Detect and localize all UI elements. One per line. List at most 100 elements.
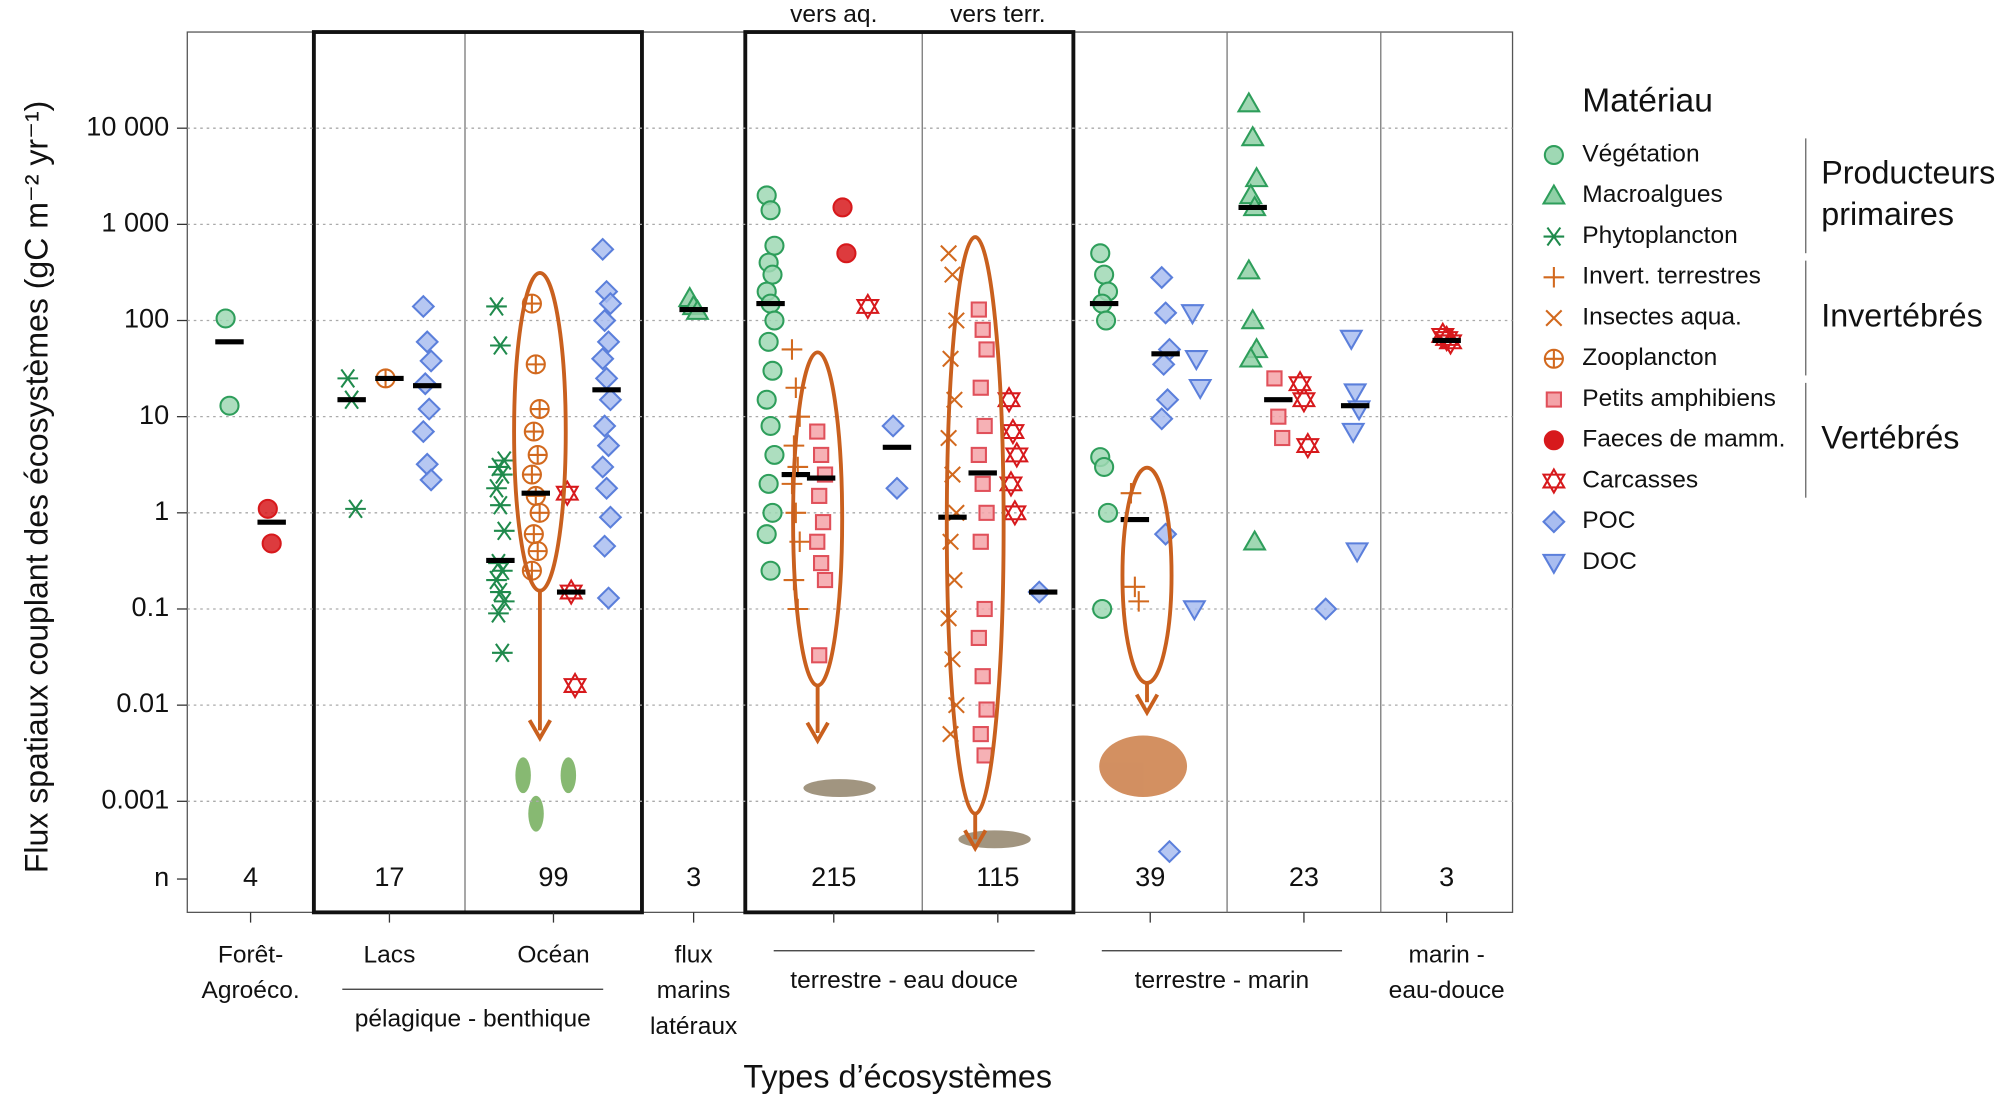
point — [1149, 265, 1174, 290]
point — [974, 668, 991, 685]
point — [1097, 502, 1119, 523]
icon-phytoplankton — [515, 757, 531, 794]
point — [594, 476, 619, 500]
point — [940, 244, 958, 262]
y-tick-label: 100 — [124, 304, 169, 334]
point — [523, 421, 544, 442]
point — [411, 294, 436, 319]
point — [1182, 600, 1207, 622]
point — [345, 499, 366, 519]
point — [781, 339, 803, 360]
x-tick-label: marin - — [1408, 941, 1484, 968]
point — [523, 524, 544, 545]
legend-marker — [1545, 391, 1563, 408]
legend-label: Phytoplancton — [1582, 222, 1738, 249]
point — [411, 419, 436, 444]
legend-marker — [1545, 309, 1563, 327]
legend-marker — [1543, 348, 1564, 369]
point — [762, 360, 783, 381]
point — [1090, 243, 1111, 264]
x-tick-label: Forêt- — [218, 941, 283, 968]
sample-size: 115 — [976, 862, 1019, 892]
point — [1188, 379, 1213, 401]
point — [970, 446, 987, 464]
point — [527, 444, 548, 465]
legend-marker — [1543, 226, 1565, 247]
point — [1180, 304, 1205, 326]
point — [760, 415, 781, 436]
x-tick-label: Agroéco. — [201, 977, 299, 1004]
point — [1094, 264, 1115, 285]
group-label: terrestre - eau douce — [790, 967, 1018, 994]
point — [486, 478, 507, 498]
arrow-head — [1134, 693, 1160, 717]
point — [976, 747, 993, 764]
point — [974, 321, 991, 338]
point — [529, 502, 550, 523]
point — [1004, 441, 1029, 469]
point — [836, 243, 857, 264]
sample-size: 215 — [811, 862, 856, 892]
point — [491, 464, 513, 485]
point — [1092, 598, 1113, 619]
point — [764, 310, 785, 331]
point — [488, 603, 509, 623]
legend-marker — [1541, 467, 1566, 495]
legend-marker — [1543, 430, 1564, 451]
legend-group-label: Vertébrés — [1821, 420, 1959, 456]
legend-label: Macroalgues — [1582, 181, 1722, 208]
point — [1270, 408, 1287, 425]
legend-label: Carcasses — [1582, 467, 1698, 494]
point — [590, 455, 615, 479]
x-axis-label: Types d’écosystèmes — [743, 1059, 1052, 1095]
x-tick-label: flux — [675, 941, 713, 968]
point — [764, 235, 785, 256]
point — [525, 354, 546, 375]
point — [598, 291, 623, 316]
point — [855, 292, 880, 321]
y-tick-label: 0.1 — [132, 592, 170, 622]
point — [490, 335, 511, 356]
legend-label: Invert. terrestres — [1582, 263, 1761, 290]
point — [812, 446, 830, 464]
point — [590, 237, 615, 262]
point — [415, 330, 440, 354]
point — [1157, 839, 1182, 864]
point — [1094, 456, 1115, 477]
panel-top-label: vers aq. — [790, 1, 877, 28]
group-label: terrestre - marin — [1135, 967, 1310, 994]
point — [762, 502, 783, 523]
legend-label: POC — [1582, 507, 1635, 534]
point — [590, 347, 615, 371]
point — [970, 629, 987, 647]
point — [1149, 407, 1174, 431]
point — [760, 560, 781, 581]
point — [1155, 388, 1180, 412]
point — [219, 395, 240, 416]
y-tick-label: 10 — [139, 400, 169, 430]
sample-size: 23 — [1289, 862, 1319, 892]
legend-marker — [1543, 267, 1565, 288]
sample-size: 17 — [374, 862, 404, 892]
legend-group-label: Producteurs — [1821, 155, 1995, 191]
point — [974, 475, 991, 492]
y-axis-label: Flux spatiaux couplant des écosystèmes (… — [18, 101, 54, 873]
point — [885, 476, 909, 500]
point — [521, 464, 542, 485]
point — [596, 586, 621, 610]
point — [943, 266, 961, 284]
x-tick-label: marins — [657, 977, 731, 1004]
y-tick-label: 0.01 — [116, 688, 169, 718]
point — [1000, 417, 1026, 446]
legend-title: Matériau — [1582, 82, 1713, 119]
point — [257, 498, 278, 519]
sample-size: 4 — [243, 862, 258, 892]
point — [762, 264, 783, 285]
annotations — [512, 235, 1174, 853]
group-label: pélagique - benthique — [355, 1006, 591, 1033]
icon-crab — [1099, 735, 1188, 798]
sample-size: 3 — [1439, 862, 1454, 892]
point — [760, 200, 781, 221]
arrow-head — [527, 719, 552, 742]
legend-marker — [1541, 183, 1566, 205]
